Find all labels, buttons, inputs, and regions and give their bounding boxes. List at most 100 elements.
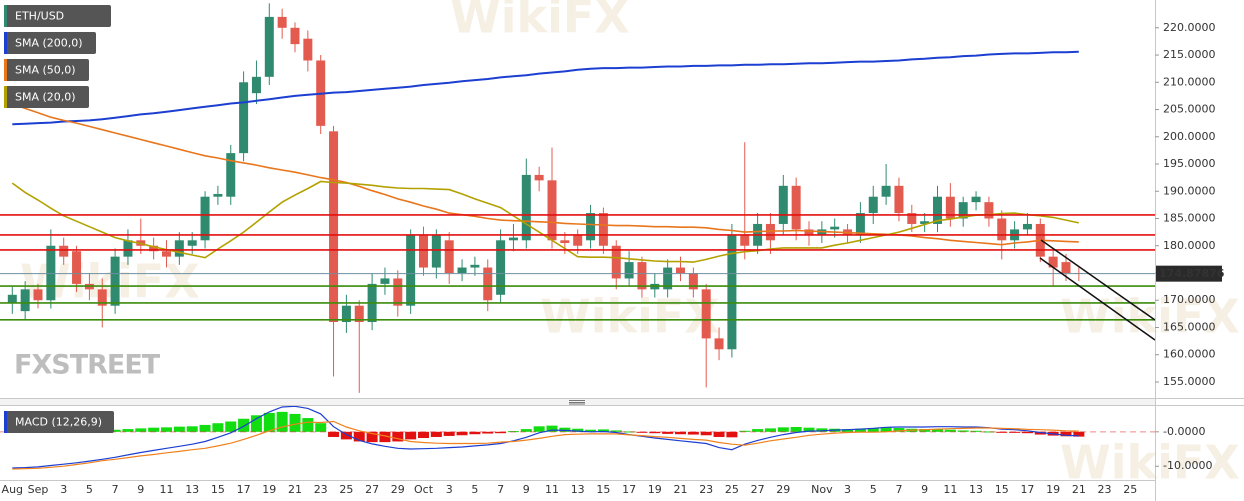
x-tick-label: 7 <box>895 483 902 496</box>
macd-histogram-bar <box>199 424 211 432</box>
candle-body <box>586 213 596 241</box>
macd-histogram-bar <box>700 431 712 436</box>
candle-body <box>663 267 673 290</box>
x-tick-label: 19 <box>1046 483 1060 496</box>
candle-body <box>534 174 544 181</box>
watermark-layer: WikiFX WikiFX WikiFX WikiFX WikiFX FXSTR… <box>14 0 1240 490</box>
x-tick-label: 7 <box>112 483 119 496</box>
macd-plot <box>0 406 1155 470</box>
macd-histogram-bar <box>675 431 686 435</box>
x-tick-label: 9 <box>523 483 530 496</box>
candle-body <box>33 289 43 301</box>
macd-histogram-bar <box>919 429 931 432</box>
candle-body <box>830 226 840 230</box>
legend-item[interactable]: SMA (200,0) <box>4 32 96 54</box>
brand-watermark: FXSTREET <box>14 350 161 381</box>
macd-histogram-bar <box>816 428 828 432</box>
y-tick-label: 205.0000 <box>1163 103 1216 116</box>
x-tick-label: 3 <box>60 483 67 496</box>
macd-histogram-bar <box>212 423 224 432</box>
candle-body <box>598 213 608 246</box>
legend-item[interactable]: MACD (12,26,9) <box>4 411 114 433</box>
macd-histogram-bar <box>122 429 134 432</box>
candle-body <box>149 245 159 252</box>
y-tick-label: -0.0000 <box>1163 425 1205 438</box>
y-tick-label: 180.0000 <box>1163 239 1216 252</box>
y-tick-label: 155.0000 <box>1163 375 1216 388</box>
x-tick-label: 19 <box>262 483 276 496</box>
macd-histogram-bar <box>970 430 982 432</box>
macd-histogram-bar <box>944 429 956 432</box>
legend-item[interactable]: SMA (50,0) <box>4 59 89 81</box>
x-tick-label: Aug <box>2 483 23 496</box>
candle-body <box>354 305 364 323</box>
candle-body <box>226 153 236 197</box>
candle-body <box>110 256 120 306</box>
candle-body <box>997 218 1007 241</box>
candle-body <box>521 174 531 241</box>
macd-histogram-bar <box>456 431 468 436</box>
macd-histogram-bar <box>687 431 699 435</box>
candle-body <box>765 223 775 241</box>
candle-body <box>573 234 583 246</box>
x-tick-label: 25 <box>339 483 353 496</box>
x-tick-label: 5 <box>86 483 93 496</box>
candle-body <box>855 213 865 235</box>
macd-histogram-bar <box>482 431 494 434</box>
candle-body <box>1048 256 1058 268</box>
legend-box <box>4 86 89 108</box>
candle-body <box>740 234 750 246</box>
x-tick-label: Nov <box>811 483 833 496</box>
candle-body <box>714 338 724 350</box>
x-tick-label: 21 <box>288 483 302 496</box>
legend-item[interactable]: SMA (20,0) <box>4 86 89 108</box>
legend-label: SMA (50,0) <box>15 64 76 77</box>
macd-histogram-bar <box>148 427 160 432</box>
y-tick-label: -10.0000 <box>1163 459 1212 472</box>
macd-line <box>12 420 1079 470</box>
last-price-label: 174.87876 <box>1159 267 1225 280</box>
x-tick-label: 3 <box>446 483 453 496</box>
y-tick-label: 200.0000 <box>1163 130 1216 143</box>
x-tick-label: 25 <box>725 483 739 496</box>
legend-item[interactable]: ETH/USD <box>4 5 111 27</box>
macd-histogram-bar <box>366 431 378 443</box>
sma-line <box>12 50 1079 126</box>
candle-body <box>868 196 878 214</box>
trend-channel <box>1039 239 1156 341</box>
macd-histogram-bar <box>1034 431 1046 435</box>
macd-title: MACD (12,26,9) <box>15 416 102 429</box>
price-plot <box>0 3 1155 393</box>
candle-body <box>1061 262 1071 273</box>
macd-histogram-bar <box>739 430 751 432</box>
macd-histogram-bar <box>1021 431 1033 434</box>
candle-body <box>303 38 313 61</box>
legend-label: ETH/USD <box>15 10 64 23</box>
candle-body <box>457 267 467 273</box>
candle-body <box>688 272 698 290</box>
macd-histogram-bar <box>263 412 275 432</box>
x-tick-label: 23 <box>1098 483 1112 496</box>
trend-line <box>1040 239 1156 321</box>
macd-histogram-bar <box>1060 431 1072 437</box>
x-tick-label: 21 <box>1072 483 1086 496</box>
legend-swatch <box>4 411 7 433</box>
y-tick-label: 185.0000 <box>1163 212 1216 225</box>
macd-histogram-bar <box>559 427 571 432</box>
macd-histogram-bar <box>572 428 584 432</box>
x-tick-label: 11 <box>943 483 957 496</box>
macd-histogram-bar <box>1009 431 1021 433</box>
candle-body <box>791 185 801 230</box>
axes: 155.0000160.0000165.0000170.0000175.0000… <box>2 21 1225 496</box>
candle-body <box>470 264 480 268</box>
y-tick-label: 160.0000 <box>1163 348 1216 361</box>
candle-body <box>933 196 942 224</box>
x-tick-label: 9 <box>921 483 928 496</box>
macd-histogram-bar <box>186 426 198 432</box>
macd-histogram-bar <box>340 431 352 440</box>
macd-histogram-bar <box>726 431 738 438</box>
legend-box <box>4 5 111 27</box>
x-tick-label: 27 <box>365 483 379 496</box>
watermark: WikiFX <box>1060 436 1240 490</box>
